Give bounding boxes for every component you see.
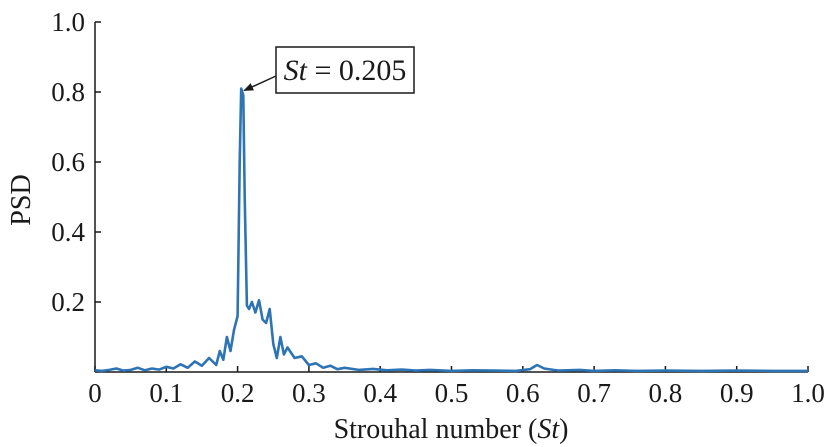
- x-tick-label: 0.3: [292, 378, 326, 408]
- x-tick-label: 0.1: [149, 378, 183, 408]
- y-tick-label: 1.0: [51, 7, 85, 37]
- x-tick-label: 1.0: [791, 378, 825, 408]
- y-tick-label: 0.6: [51, 147, 85, 177]
- x-tick-label: 0.7: [577, 378, 611, 408]
- x-tick-label: 0: [88, 378, 102, 408]
- annotation-value: = 0.205: [307, 54, 406, 87]
- x-tick-label: 0.8: [649, 378, 683, 408]
- y-tick-label: 0.4: [51, 217, 85, 247]
- x-tick-label: 0.9: [720, 378, 754, 408]
- y-tick-label: 0.8: [51, 77, 85, 107]
- psd-series-line: [94, 87, 808, 373]
- x-tick-label: 0.5: [435, 378, 469, 408]
- annotation-box: [275, 46, 415, 94]
- annotation-var: St: [284, 54, 308, 87]
- annotation-arrow: [243, 75, 277, 92]
- annotation-text: St = 0.205: [284, 54, 407, 87]
- x-axis-label: Strouhal number (St): [334, 414, 569, 445]
- x-tick-label: 0.4: [363, 378, 397, 408]
- y-axis-label: PSD: [6, 174, 37, 225]
- x-tick-label: 0.2: [221, 378, 255, 408]
- y-tick-label: 0.2: [51, 287, 85, 317]
- x-tick-label: 0.6: [506, 378, 540, 408]
